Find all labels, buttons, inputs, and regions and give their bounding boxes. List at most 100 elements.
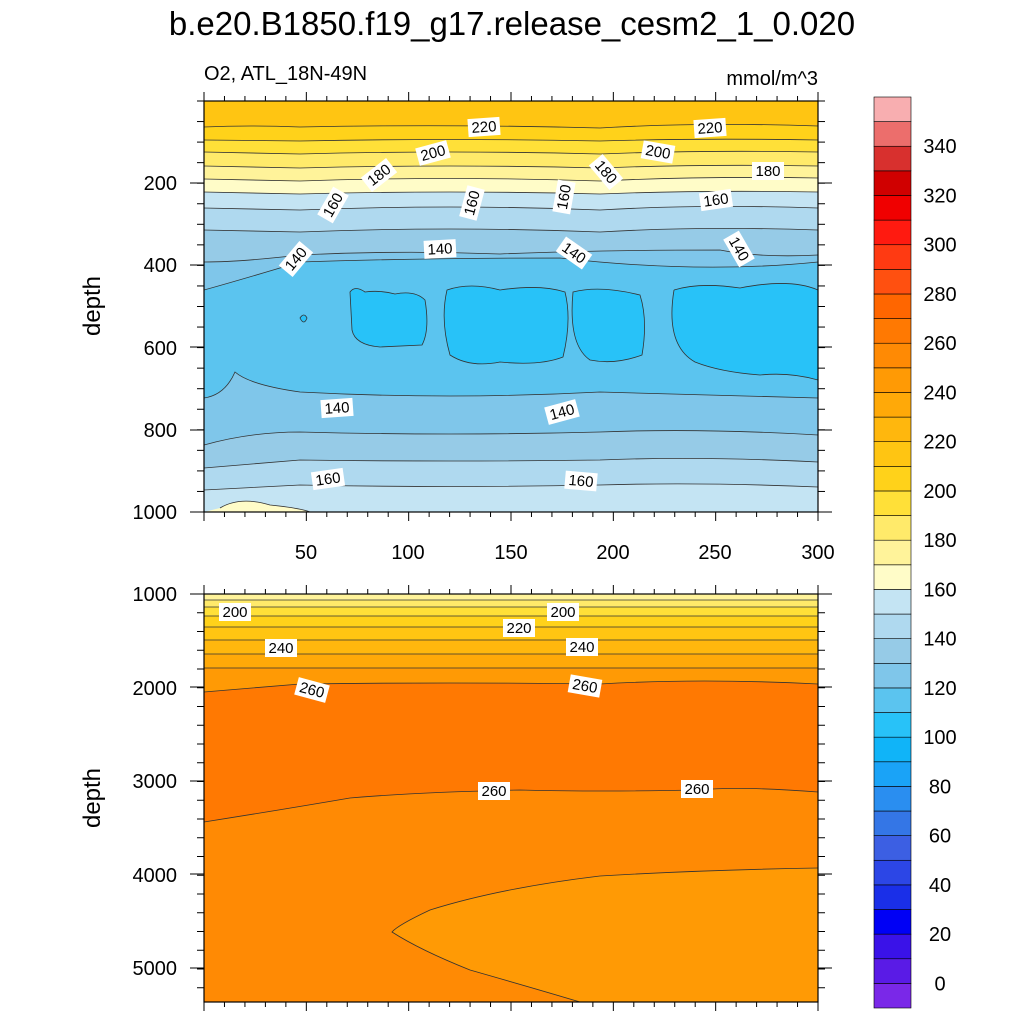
upper-contour-line xyxy=(571,288,645,363)
upper-x-tick-label: 200 xyxy=(596,542,629,564)
contour-label-bg xyxy=(320,397,354,419)
colorbar-swatch xyxy=(873,392,912,418)
colorbar-swatch xyxy=(873,613,912,639)
upper-fill-band xyxy=(204,483,818,512)
contour-label-bg xyxy=(588,153,624,191)
upper-fill-band xyxy=(444,286,569,364)
upper-contour-line xyxy=(671,283,818,381)
colorbar-swatch xyxy=(873,786,912,812)
upper-contour-lines xyxy=(204,124,818,512)
upper-fill-band xyxy=(204,228,818,262)
lower-y-tick-label: 5000 xyxy=(133,958,178,980)
contour-label-bg xyxy=(693,117,727,139)
colorbar-tick-label: 160 xyxy=(923,579,956,601)
colorbar-swatch xyxy=(873,564,912,590)
contour-label: 200 xyxy=(415,140,451,166)
contour-label: 160 xyxy=(552,179,576,215)
colorbar-tick-label: 40 xyxy=(929,875,951,897)
upper-fill-band xyxy=(204,191,818,210)
upper-ticks xyxy=(190,92,832,521)
figure-title: b.e20.B1850.f19_g17.release_cesm2_1_0.02… xyxy=(169,5,855,42)
contour-label-bg xyxy=(360,158,398,192)
upper-fill-band xyxy=(671,283,818,380)
colorbar-tick-label: 280 xyxy=(923,284,956,306)
contour-label-text: 220 xyxy=(506,620,531,637)
contour-label-bg xyxy=(478,782,510,800)
upper-x-tick-label: 50 xyxy=(295,542,317,564)
colorbar-swatch xyxy=(873,909,912,935)
upper-fill-band xyxy=(204,177,818,194)
colorbar-swatch xyxy=(873,810,912,836)
lower-fill-band xyxy=(204,594,818,600)
lower-contour-lines xyxy=(204,599,818,1002)
colorbar-labels: 0 20 40 60 80 100 120 140 160 180 200 220 240 260 280 3… xyxy=(923,136,956,995)
contour-label-text: 220 xyxy=(471,118,497,137)
contour-label-bg xyxy=(640,140,676,164)
contour-label-bg xyxy=(567,674,603,698)
colorbar-swatch xyxy=(873,712,912,738)
upper-fill-band xyxy=(204,165,818,181)
upper-x-tick-label: 100 xyxy=(391,542,424,564)
colorbar-swatch xyxy=(873,342,912,369)
colorbar-tick-label: 120 xyxy=(923,678,956,700)
colorbar-tick-label: 320 xyxy=(923,185,956,207)
contour-label-text: 200 xyxy=(419,142,448,165)
contour-label-bg xyxy=(752,162,784,180)
lower-panel: 200 200 220 240 240 260 260 260 260 1000 2000 30… xyxy=(79,584,832,1011)
contour-label-text: 260 xyxy=(481,783,506,800)
colorbar-swatch xyxy=(873,835,912,861)
upper-contour-line xyxy=(219,500,311,512)
contour-label-bg xyxy=(555,236,593,270)
colorbar-swatch xyxy=(873,490,912,516)
lower-fill-band xyxy=(204,654,818,668)
colorbar-swatch xyxy=(873,96,912,122)
contour-label-bg xyxy=(459,185,485,221)
colorbar-swatch xyxy=(873,638,912,664)
colorbar-swatch xyxy=(873,318,912,344)
contour-label: 260 xyxy=(478,782,510,800)
contour-label-bg xyxy=(317,186,349,224)
contour-label-bg xyxy=(723,230,755,268)
contour-label-bg xyxy=(310,467,346,491)
colorbar-tick-label: 100 xyxy=(923,727,956,749)
contour-label: 260 xyxy=(567,674,603,698)
contour-label-text: 140 xyxy=(427,240,453,258)
contour-label-bg xyxy=(544,399,580,425)
contour-label-bg xyxy=(423,239,457,259)
contour-label-bg xyxy=(566,638,598,656)
contour-label-text: 160 xyxy=(554,183,575,211)
upper-y-tick-label: 400 xyxy=(144,255,177,277)
contour-label-bg xyxy=(681,780,713,798)
contour-label-text: 200 xyxy=(550,604,575,621)
contour-label-text: 160 xyxy=(461,189,484,218)
colorbar-swatch xyxy=(873,687,912,713)
upper-contour-line xyxy=(204,458,818,469)
upper-fill-band xyxy=(204,124,818,141)
upper-x-tick-label: 150 xyxy=(494,542,527,564)
lower-y-tick-label: 3000 xyxy=(133,771,178,793)
upper-contour-line xyxy=(349,288,428,348)
colorbar-swatch xyxy=(873,441,912,467)
colorbar-tick-label: 180 xyxy=(923,530,956,552)
colorbar-swatch xyxy=(873,293,912,319)
colorbar-tick-label: 60 xyxy=(929,826,951,848)
lower-fill-band xyxy=(204,607,818,616)
colorbar-swatch xyxy=(873,416,912,443)
upper-contour-line xyxy=(204,257,818,291)
lower-contour-line xyxy=(391,867,818,1002)
contour-label-text: 180 xyxy=(755,163,780,180)
colorbar-tick-label: 220 xyxy=(923,432,956,454)
upper-y-axis-label: depth xyxy=(79,276,106,336)
colorbar-swatch xyxy=(873,170,912,196)
colorbar-swatch xyxy=(873,884,912,910)
contour-label: 240 xyxy=(566,638,598,656)
upper-y-tick-label: 1000 xyxy=(133,502,178,524)
contour-label: 160 xyxy=(564,470,598,492)
upper-fill-band xyxy=(204,501,310,512)
colorbar-swatch xyxy=(873,736,912,763)
colorbar-tick-label: 340 xyxy=(923,136,956,158)
contour-label-text: 160 xyxy=(702,190,729,210)
colorbar-swatch xyxy=(873,145,912,172)
colorbar-swatch xyxy=(873,244,912,270)
contour-label: 240 xyxy=(265,639,297,657)
